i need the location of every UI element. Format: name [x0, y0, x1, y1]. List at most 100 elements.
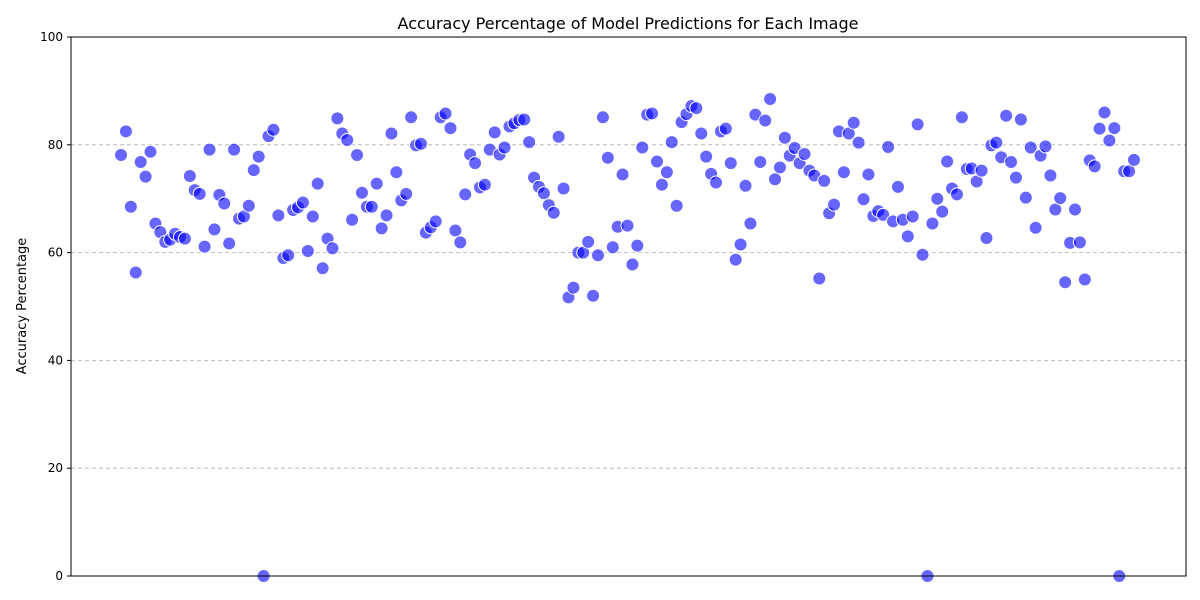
- data-point: [763, 91, 778, 106]
- data-point: [728, 252, 743, 267]
- data-point: [202, 142, 217, 157]
- data-point: [241, 198, 256, 213]
- data-point: [758, 113, 773, 128]
- data-point: [625, 257, 640, 272]
- data-point: [861, 167, 876, 182]
- data-point: [300, 243, 315, 258]
- y-tick-label: 100: [40, 30, 63, 44]
- data-point: [374, 221, 389, 236]
- data-point: [699, 149, 714, 164]
- data-point: [1107, 121, 1122, 136]
- data-point: [546, 205, 561, 220]
- data-point: [664, 135, 679, 150]
- data-point: [591, 248, 605, 263]
- data-point: [566, 280, 581, 295]
- data-point: [974, 163, 989, 178]
- data-point: [989, 135, 1004, 150]
- data-point: [949, 187, 964, 202]
- data-point: [694, 126, 709, 141]
- data-point: [399, 186, 414, 201]
- data-points: [114, 91, 1141, 583]
- data-point: [325, 241, 340, 256]
- data-point: [345, 212, 360, 227]
- data-point: [935, 204, 950, 219]
- data-point: [1097, 105, 1112, 120]
- y-tick-label: 0: [55, 569, 63, 583]
- data-point: [354, 185, 369, 200]
- data-point: [900, 229, 915, 244]
- data-point: [846, 115, 861, 130]
- data-point: [954, 110, 969, 125]
- data-point: [812, 271, 827, 286]
- data-point: [910, 117, 925, 132]
- data-point: [177, 231, 192, 246]
- data-point: [718, 121, 733, 136]
- data-point: [379, 208, 394, 223]
- data-point: [438, 106, 453, 121]
- data-point: [443, 121, 458, 136]
- data-point: [723, 156, 738, 171]
- y-tick-label: 60: [48, 246, 63, 260]
- chart-title: Accuracy Percentage of Model Predictions…: [398, 14, 859, 33]
- data-point: [1038, 139, 1053, 154]
- data-point: [905, 209, 920, 224]
- data-point: [413, 136, 428, 151]
- data-point: [999, 108, 1014, 123]
- data-point: [453, 235, 468, 250]
- data-point: [581, 234, 596, 249]
- data-point: [709, 175, 724, 190]
- data-point: [777, 130, 792, 145]
- data-point: [659, 165, 674, 180]
- data-point: [428, 214, 443, 229]
- data-point: [207, 222, 222, 237]
- data-point: [1092, 121, 1107, 136]
- data-point: [620, 218, 635, 233]
- data-point: [1004, 155, 1019, 170]
- data-point: [1043, 168, 1058, 183]
- data-point: [389, 165, 404, 180]
- data-point: [536, 186, 551, 201]
- data-point: [827, 197, 842, 212]
- data-point: [856, 192, 871, 207]
- data-point: [227, 142, 242, 157]
- data-point: [138, 169, 153, 184]
- y-ticks: 0 20 40 60 80 100: [40, 30, 71, 583]
- data-point: [600, 150, 615, 165]
- data-point: [295, 195, 310, 210]
- data-point: [1102, 133, 1117, 148]
- data-point: [315, 261, 330, 276]
- data-point: [350, 148, 365, 163]
- data-point: [940, 154, 955, 169]
- data-point: [876, 207, 891, 222]
- data-point: [733, 237, 748, 252]
- data-point: [1053, 191, 1068, 206]
- data-point: [364, 199, 379, 214]
- data-point: [246, 163, 261, 178]
- data-point: [487, 125, 502, 140]
- data-point: [654, 177, 669, 192]
- data-point: [1087, 159, 1102, 174]
- data-point: [143, 144, 158, 159]
- y-tick-label: 80: [48, 138, 63, 152]
- data-point: [1023, 140, 1038, 155]
- data-point: [1028, 220, 1043, 235]
- data-point: [630, 238, 645, 253]
- data-point: [222, 236, 237, 251]
- data-point: [1072, 235, 1087, 250]
- data-point: [605, 240, 620, 255]
- data-point: [615, 167, 630, 182]
- data-point: [556, 181, 571, 196]
- data-point: [650, 154, 664, 169]
- data-point: [979, 231, 994, 246]
- data-point: [890, 179, 905, 194]
- data-point: [925, 216, 940, 231]
- data-point: [266, 122, 281, 137]
- data-point: [797, 146, 812, 161]
- data-point: [197, 239, 212, 254]
- data-point: [743, 216, 758, 231]
- data-point: [182, 169, 197, 184]
- data-point: [305, 209, 320, 224]
- data-point: [448, 223, 463, 238]
- data-point: [930, 191, 945, 206]
